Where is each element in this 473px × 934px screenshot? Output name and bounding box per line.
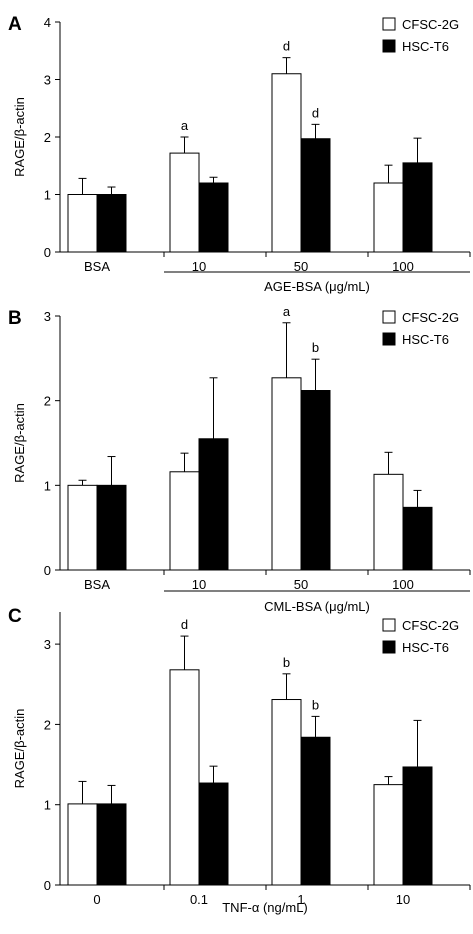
x-tick-label: 50 (294, 259, 308, 274)
y-tick-label: 0 (44, 563, 51, 578)
bar-b-cfsc2g-2 (271, 377, 302, 571)
x-axis-label: TNF-α (ng/mL) (222, 900, 308, 915)
bar-a-hsct6-3 (402, 162, 433, 253)
x-tick-label: 0.1 (190, 892, 208, 907)
y-tick-label: 2 (44, 130, 51, 145)
y-tick-label: 4 (44, 15, 51, 30)
x-tick-label: 0 (93, 892, 100, 907)
panel-letter: C (8, 606, 22, 627)
significance-label: d (283, 39, 290, 54)
bar-b-hsct6-3 (402, 506, 433, 571)
legend-label-hsct6: HSC-T6 (402, 640, 449, 655)
y-tick-label: 1 (44, 798, 51, 813)
significance-label: a (181, 118, 189, 133)
x-tick-label: 1 (297, 892, 304, 907)
significance-label: b (312, 340, 319, 355)
bar-b-hsct6-2 (300, 390, 331, 571)
significance-label: d (181, 617, 188, 632)
bar-c-cfsc2g-1 (169, 669, 200, 886)
y-tick-label: 1 (44, 478, 51, 493)
significance-label: a (283, 304, 291, 319)
legend-swatch-cfsc2g (382, 618, 396, 632)
significance-label: b (283, 655, 290, 670)
chart-b-svg: B RAGE/β-actin 0 1 2 3 BSA 10 50 100 a b CFSC-2G HSC-… (8, 304, 471, 614)
legend-swatch-hsct6 (382, 640, 396, 654)
y-tick-label: 3 (44, 637, 51, 652)
legend-label-hsct6: HSC-T6 (402, 39, 449, 54)
bar-a-hsct6-0 (96, 194, 127, 253)
x-tick-label: BSA (84, 259, 110, 274)
legend-swatch-hsct6 (382, 39, 396, 53)
y-axis-label: RAGE/β-actin (12, 709, 27, 789)
x-tick-label: 50 (294, 577, 308, 592)
group-label: CML-BSA (μg/mL) (264, 599, 370, 614)
legend-label-cfsc2g: CFSC-2G (402, 17, 459, 32)
legend-label-cfsc2g: CFSC-2G (402, 618, 459, 633)
y-axis-label: RAGE/β-actin (12, 97, 27, 177)
bar-c-cfsc2g-3 (373, 784, 404, 886)
group-label: AGE-BSA (μg/mL) (264, 279, 370, 294)
bar-c-hsct6-2 (300, 736, 331, 886)
bar-b-cfsc2g-3 (373, 473, 404, 571)
x-tick-label: 100 (392, 577, 414, 592)
legend-label-hsct6: HSC-T6 (402, 332, 449, 347)
x-tick-label: 10 (192, 577, 206, 592)
y-tick-label: 3 (44, 73, 51, 88)
y-tick-label: 2 (44, 394, 51, 409)
legend-label-cfsc2g: CFSC-2G (402, 310, 459, 325)
y-axis-label: RAGE/β-actin (12, 403, 27, 483)
bar-a-cfsc2g-2 (271, 73, 302, 253)
panel-letter: B (8, 308, 22, 329)
y-tick-label: 2 (44, 717, 51, 732)
significance-label: d (312, 105, 319, 120)
significance-label: b (312, 697, 319, 712)
legend-swatch-hsct6 (382, 332, 396, 346)
bar-c-cfsc2g-2 (271, 699, 302, 886)
y-tick-label: 1 (44, 188, 51, 203)
y-tick-label: 0 (44, 245, 51, 260)
chart-c-svg: C RAGE/β-actin 0 1 2 3 0 0.1 1 10 d b b CFSC-2G HSC-T6… (8, 606, 471, 915)
chart-a-svg: A RAGE/β-actin 0 1 2 3 4 BSA 10 50 100 a d d CFSC-2G HS… (8, 14, 471, 294)
y-tick-label: 0 (44, 878, 51, 893)
bar-a-cfsc2g-1 (169, 152, 200, 253)
y-tick-label: 3 (44, 309, 51, 324)
panel-c: C RAGE/β-actin 0 1 2 3 0 0.1 1 10 d b b CFSC-2G HSC-T6… (0, 606, 473, 917)
bar-b-hsct6-1 (198, 438, 229, 571)
x-tick-label: 10 (396, 892, 410, 907)
bar-c-hsct6-0 (96, 803, 127, 886)
panel-letter: A (8, 14, 22, 35)
bar-c-hsct6-3 (402, 766, 433, 886)
legend-swatch-cfsc2g (382, 17, 396, 31)
bar-b-cfsc2g-1 (169, 471, 200, 571)
bar-b-cfsc2g-0 (67, 484, 98, 571)
bar-c-hsct6-1 (198, 782, 229, 886)
x-tick-label: 100 (392, 259, 414, 274)
panel-a: A RAGE/β-actin 0 1 2 3 4 BSA 10 50 100 a d d CFSC-2G HS… (0, 0, 473, 305)
x-tick-label: BSA (84, 577, 110, 592)
bar-a-hsct6-1 (198, 182, 229, 253)
bar-c-cfsc2g-0 (67, 803, 98, 886)
bar-a-hsct6-2 (300, 138, 331, 253)
x-tick-label: 10 (192, 259, 206, 274)
bar-b-hsct6-0 (96, 484, 127, 571)
bar-a-cfsc2g-0 (67, 194, 98, 253)
panel-b: B RAGE/β-actin 0 1 2 3 BSA 10 50 100 a b CFSC-2G HSC-… (0, 304, 473, 614)
bar-a-cfsc2g-3 (373, 182, 404, 253)
legend-swatch-cfsc2g (382, 310, 396, 324)
